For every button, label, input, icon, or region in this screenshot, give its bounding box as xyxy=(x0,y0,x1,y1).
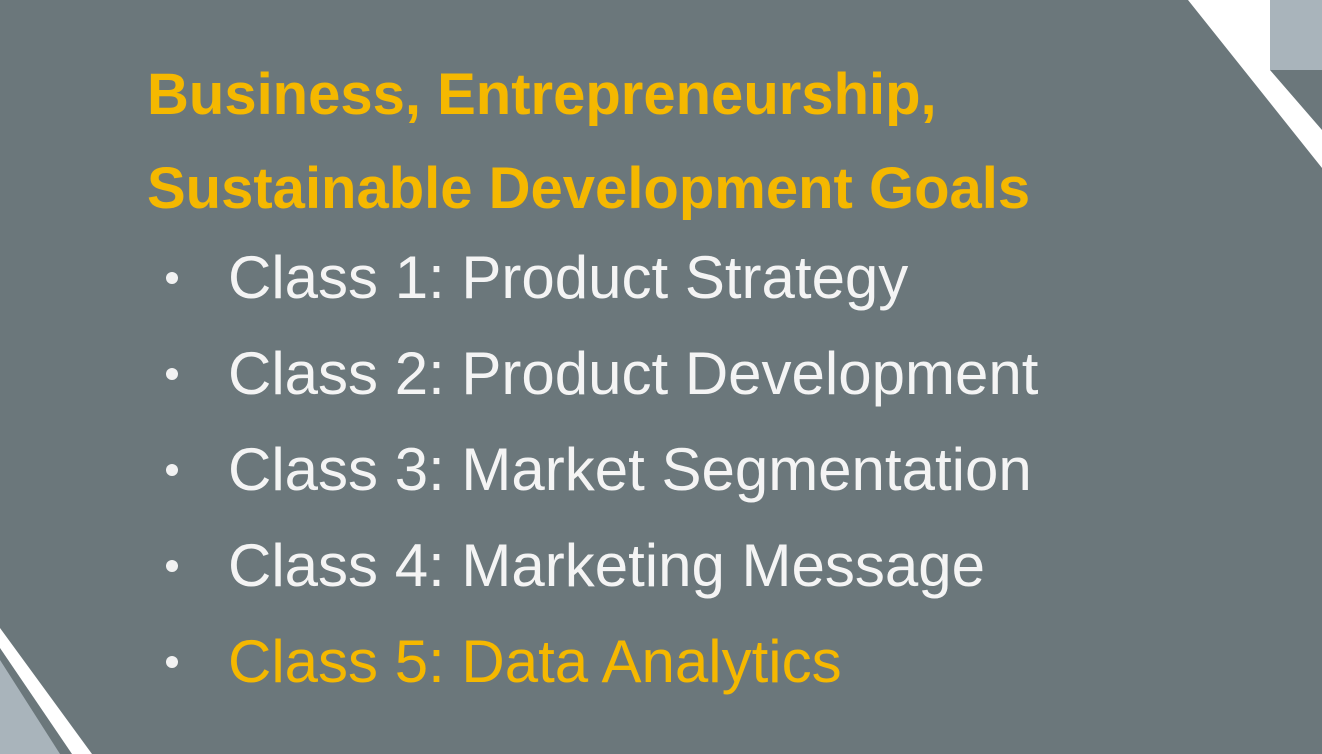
bottom-left-corner-fill xyxy=(0,660,60,754)
top-right-corner-stripe xyxy=(1188,0,1322,168)
bottom-left-corner-stripe xyxy=(0,628,92,754)
slide-title: Business, Entrepreneurship, Sustainable … xyxy=(147,48,1030,236)
class-label: Class 4: Marketing Message xyxy=(228,532,985,599)
class-item-4: Class 4: Marketing Message xyxy=(160,518,1038,614)
bullet-icon xyxy=(166,464,178,476)
bullet-icon xyxy=(166,368,178,380)
top-right-corner-fill xyxy=(1270,0,1322,70)
class-item-3: Class 3: Market Segmentation xyxy=(160,422,1038,518)
bullet-icon xyxy=(166,560,178,572)
bullet-icon xyxy=(166,656,178,668)
class-item-1: Class 1: Product Strategy xyxy=(160,230,1038,326)
title-line-2: Sustainable Development Goals xyxy=(147,156,1031,221)
class-label: Class 2: Product Development xyxy=(228,340,1039,407)
title-line-1: Business, Entrepreneurship, xyxy=(147,62,937,127)
class-item-5-highlighted: Class 5: Data Analytics xyxy=(160,614,1038,710)
class-list: Class 1: Product Strategy Class 2: Produ… xyxy=(160,230,1038,710)
class-label: Class 1: Product Strategy xyxy=(228,244,909,311)
class-label: Class 5: Data Analytics xyxy=(228,628,842,695)
class-item-2: Class 2: Product Development xyxy=(160,326,1038,422)
bullet-icon xyxy=(166,272,178,284)
class-label: Class 3: Market Segmentation xyxy=(228,436,1032,503)
